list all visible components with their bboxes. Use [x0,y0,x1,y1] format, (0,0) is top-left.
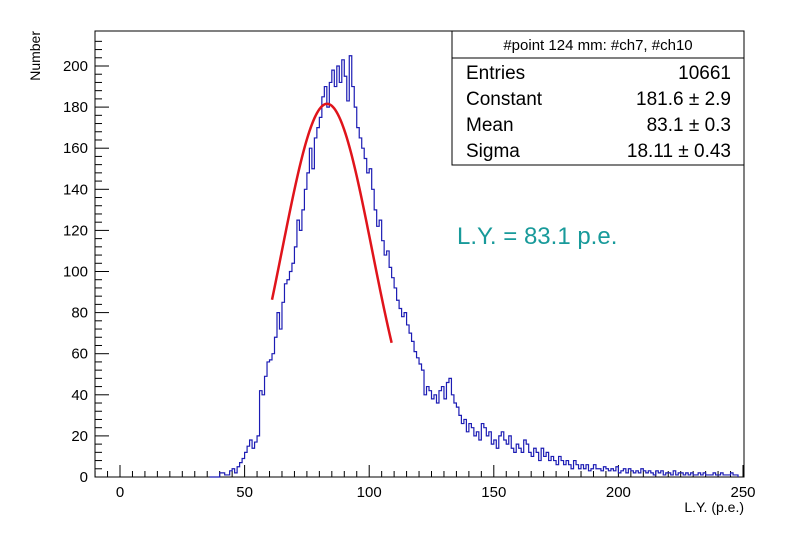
stats-label-sigma: Sigma [466,141,520,162]
histogram-layer [209,55,739,478]
x-axis-title: L.Y. (p.e.) [684,499,744,515]
y-tick-label: 100 [63,264,88,281]
x-tick-label: 100 [357,484,382,501]
stats-value-constant: 181.6 ± 2.9 [636,89,731,110]
y-tick-label: 20 [71,428,88,445]
x-tick-label: 200 [606,484,631,501]
y-tick-label: 200 [63,58,88,75]
x-tick-label: 250 [730,484,755,501]
y-tick-label: 160 [63,140,88,157]
x-tick-label: 0 [116,484,124,501]
stats-label-entries: Entries [466,63,525,84]
y-tick-label: 140 [63,181,88,198]
stats-label-mean: Mean [466,115,514,136]
stats-label-constant: Constant [466,89,543,110]
y-axis-title: Number [27,31,43,81]
stats-box-title: #point 124 mm: #ch7, #ch10 [503,37,692,54]
y-tick-label: 180 [63,99,88,116]
stats-value-mean: 83.1 ± 0.3 [647,115,731,136]
stats-box-frame [451,30,745,166]
x-tick-label: 50 [236,484,253,501]
y-tick-label: 80 [71,305,88,322]
y-tick-label: 60 [71,346,88,363]
y-tick-label: 0 [80,469,88,486]
histogram-outline [209,55,739,478]
stats-box: #point 124 mm: #ch7, #ch10 Entries 10661… [451,30,745,166]
y-tick-label: 40 [71,387,88,404]
light-yield-annotation: L.Y. = 83.1 p.e. [457,223,617,250]
stats-value-sigma: 18.11 ± 0.43 [627,141,731,162]
fit-layer [270,102,393,344]
axis-ticks: 0 50 100 150 200 250 0 20 40 60 80 100 120 140 160 180 2… [63,40,756,501]
y-tick-label: 120 [63,222,88,239]
x-tick-label: 150 [481,484,506,501]
stats-value-entries: 10661 [678,63,731,84]
gaussian-fit-curve [270,102,393,344]
